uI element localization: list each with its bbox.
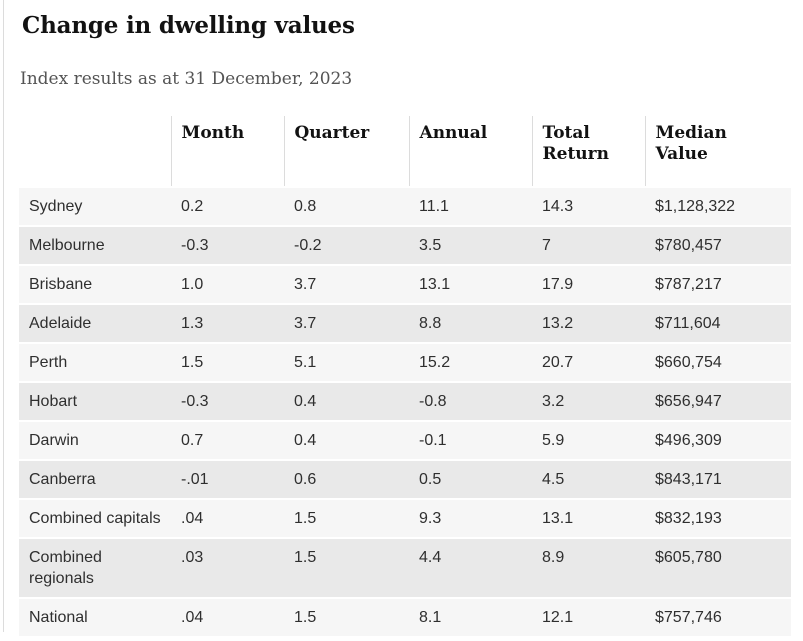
row-label: Adelaide [19,303,171,343]
row-label: Perth [19,342,171,382]
cell-month: .03 [171,537,284,598]
row-label: Darwin [19,420,171,460]
page-title: Change in dwelling values [22,12,355,39]
row-label: Hobart [19,381,171,421]
cell-quarter: 1.5 [284,597,409,636]
cell-annual: 11.1 [409,186,532,226]
cell-annual: 3.5 [409,225,532,265]
table-row-adelaide: Adelaide 1.3 3.7 8.8 13.2 $711,604 [19,303,791,343]
cell-median-value: $832,193 [645,498,791,538]
cell-annual: -0.8 [409,381,532,421]
column-header-month: Month [170,116,284,187]
dwelling-values-table: Month Quarter Annual Total Return Median… [19,116,791,636]
cell-month: 0.7 [171,420,284,460]
cell-quarter: 1.5 [284,498,409,538]
cell-median-value: $1,128,322 [645,186,791,226]
cell-quarter: 0.4 [284,420,409,460]
cell-total-return: 4.5 [532,459,645,499]
table-header-row: Month Quarter Annual Total Return Median… [19,116,791,187]
cell-month: .04 [171,597,284,636]
row-label: Canberra [19,459,171,499]
cell-month: -0.3 [171,381,284,421]
column-header-quarter: Quarter [283,116,409,187]
cell-quarter: 3.7 [284,303,409,343]
cell-total-return: 13.1 [532,498,645,538]
table-row-melbourne: Melbourne -0.3 -0.2 3.5 7 $780,457 [19,225,791,265]
cell-total-return: 13.2 [532,303,645,343]
column-header-total-return: Total Return [531,116,645,187]
cell-median-value: $843,171 [645,459,791,499]
cell-median-value: $787,217 [645,264,791,304]
cell-total-return: 20.7 [532,342,645,382]
cell-total-return: 8.9 [532,537,645,598]
cell-month: 1.0 [171,264,284,304]
cell-quarter: 3.7 [284,264,409,304]
cell-median-value: $757,746 [645,597,791,636]
table-row-darwin: Darwin 0.7 0.4 -0.1 5.9 $496,309 [19,420,791,460]
cell-quarter: -0.2 [284,225,409,265]
cell-quarter: 0.4 [284,381,409,421]
cell-annual: 0.5 [409,459,532,499]
table-row-canberra: Canberra -.01 0.6 0.5 4.5 $843,171 [19,459,791,499]
table-row-perth: Perth 1.5 5.1 15.2 20.7 $660,754 [19,342,791,382]
cell-annual: -0.1 [409,420,532,460]
cell-quarter: 0.6 [284,459,409,499]
cell-quarter: 5.1 [284,342,409,382]
cell-median-value: $711,604 [645,303,791,343]
cell-month: -.01 [171,459,284,499]
row-label: Combined capitals [19,498,171,538]
table-row-national: National .04 1.5 8.1 12.1 $757,746 [19,597,791,636]
column-header-region [19,116,171,187]
cell-annual: 15.2 [409,342,532,382]
cell-total-return: 14.3 [532,186,645,226]
cell-total-return: 5.9 [532,420,645,460]
table-row-combined-regionals: Combined regionals .03 1.5 4.4 8.9 $605,… [19,537,791,598]
left-border-rule [3,0,4,632]
page-subtitle: Index results as at 31 December, 2023 [20,69,353,89]
cell-annual: 8.1 [409,597,532,636]
column-header-annual: Annual [408,116,532,187]
row-label: Brisbane [19,264,171,304]
cell-total-return: 3.2 [532,381,645,421]
row-label: Melbourne [19,225,171,265]
cell-total-return: 12.1 [532,597,645,636]
cell-annual: 4.4 [409,537,532,598]
cell-quarter: 1.5 [284,537,409,598]
table-row-hobart: Hobart -0.3 0.4 -0.8 3.2 $656,947 [19,381,791,421]
row-label: Combined regionals [19,537,171,598]
cell-annual: 13.1 [409,264,532,304]
cell-annual: 8.8 [409,303,532,343]
cell-annual: 9.3 [409,498,532,538]
cell-month: 1.3 [171,303,284,343]
column-header-median-value: Median Value [644,116,791,187]
cell-month: 0.2 [171,186,284,226]
cell-median-value: $780,457 [645,225,791,265]
cell-month: -0.3 [171,225,284,265]
cell-median-value: $656,947 [645,381,791,421]
row-label: Sydney [19,186,171,226]
cell-median-value: $496,309 [645,420,791,460]
row-label: National [19,597,171,636]
cell-total-return: 7 [532,225,645,265]
table-row-brisbane: Brisbane 1.0 3.7 13.1 17.9 $787,217 [19,264,791,304]
table-row-sydney: Sydney 0.2 0.8 11.1 14.3 $1,128,322 [19,186,791,226]
cell-total-return: 17.9 [532,264,645,304]
cell-month: .04 [171,498,284,538]
cell-median-value: $660,754 [645,342,791,382]
cell-quarter: 0.8 [284,186,409,226]
cell-month: 1.5 [171,342,284,382]
table-row-combined-capitals: Combined capitals .04 1.5 9.3 13.1 $832,… [19,498,791,538]
cell-median-value: $605,780 [645,537,791,598]
